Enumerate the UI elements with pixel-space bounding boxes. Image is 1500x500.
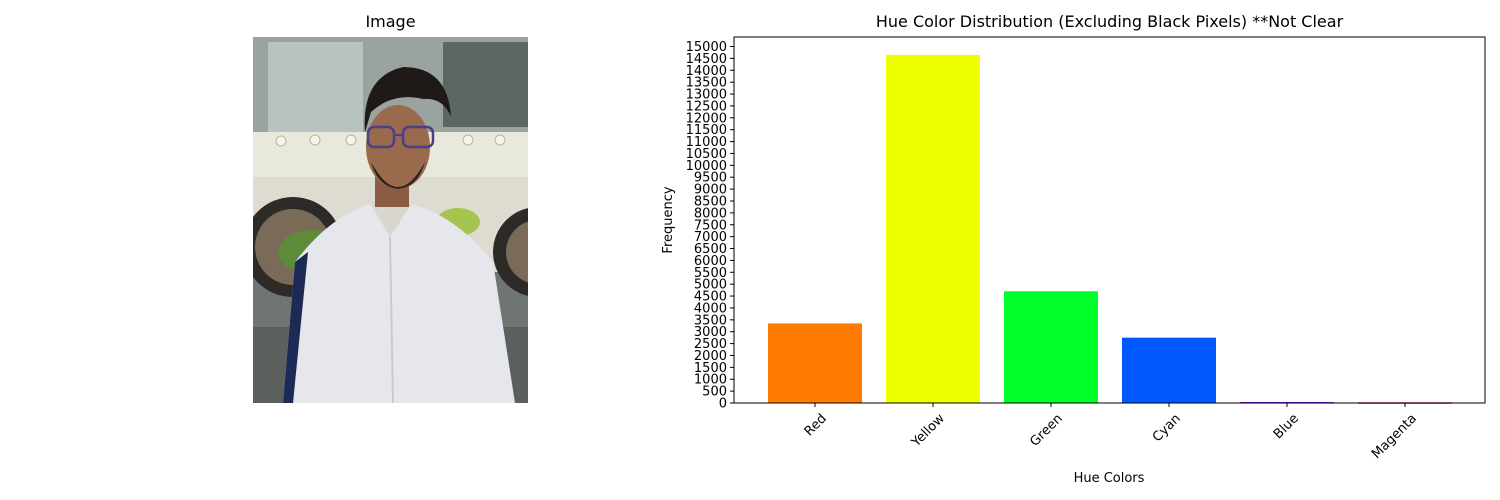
y-tick-label: 12000	[686, 111, 727, 126]
y-tick-label: 11000	[686, 135, 727, 150]
y-tick-label: 3500	[694, 313, 727, 328]
y-tick-label: 13500	[686, 76, 727, 91]
bars-layer	[768, 54, 1452, 404]
y-tick-label: 9000	[694, 183, 727, 198]
image-panel-title: Image	[365, 12, 416, 31]
y-tick-label: 10000	[686, 159, 727, 174]
y-tick-label: 6500	[694, 242, 727, 257]
y-axis-label: Frequency	[661, 186, 676, 253]
y-axis-ticks: 0500100015002000250030003500400045005000…	[686, 40, 734, 412]
x-tick-label: Cyan	[1150, 411, 1184, 445]
y-tick-label: 8500	[694, 194, 727, 209]
bar-red	[768, 323, 862, 403]
y-tick-label: 3000	[694, 325, 727, 340]
y-tick-label: 14500	[686, 52, 727, 67]
y-tick-label: 14000	[686, 64, 727, 79]
bar-yellow	[886, 54, 980, 403]
y-tick-label: 500	[702, 385, 727, 400]
x-tick-label: Green	[1027, 411, 1065, 449]
y-tick-label: 13000	[686, 88, 727, 103]
y-tick-label: 7500	[694, 218, 727, 233]
y-tick-label: 4500	[694, 290, 727, 305]
bar-cyan	[1122, 337, 1216, 403]
y-tick-label: 2000	[694, 349, 727, 364]
y-tick-label: 2500	[694, 337, 727, 352]
y-tick-label: 10500	[686, 147, 727, 162]
plot-frame	[733, 36, 1486, 404]
x-axis-ticks: Red Yellow Green Cyan Blue Magenta	[802, 403, 1420, 462]
y-tick-label: 12500	[686, 99, 727, 114]
y-tick-label: 5000	[694, 278, 727, 293]
y-tick-label: 11500	[686, 123, 727, 138]
bar-green	[1004, 291, 1098, 403]
y-tick-label: 7000	[694, 230, 727, 245]
y-tick-label: 8000	[694, 206, 727, 221]
y-tick-label: 5500	[694, 266, 727, 281]
y-tick-label: 9500	[694, 171, 727, 186]
y-tick-label: 0	[719, 397, 727, 412]
chart-title: Hue Color Distribution (Excluding Black …	[875, 12, 1344, 31]
x-tick-label: Blue	[1271, 411, 1302, 442]
y-tick-label: 4000	[694, 301, 727, 316]
y-tick-label: 1500	[694, 361, 727, 376]
y-tick-label: 6000	[694, 254, 727, 269]
x-tick-label: Red	[802, 411, 830, 439]
x-axis-label: Hue Colors	[1074, 471, 1145, 486]
person-photo	[253, 37, 528, 403]
y-tick-label: 1000	[694, 373, 727, 388]
x-tick-label: Magenta	[1369, 411, 1420, 462]
y-tick-label: 15000	[686, 40, 727, 55]
x-tick-label: Yellow	[908, 411, 948, 451]
